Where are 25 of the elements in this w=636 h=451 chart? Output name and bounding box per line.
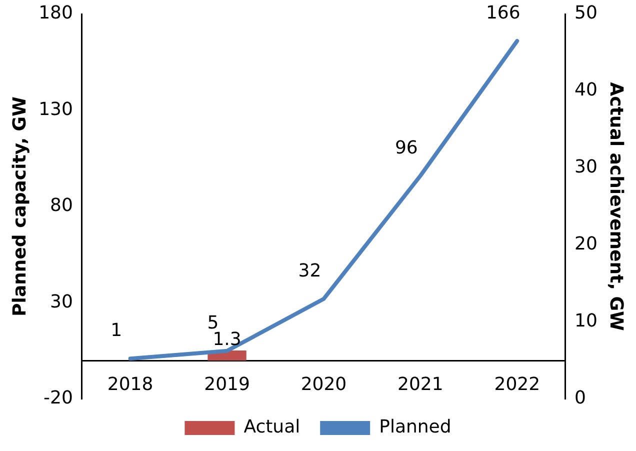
x-tick-label: 2022 xyxy=(494,374,540,395)
y-tick-label: 130 xyxy=(38,98,73,120)
x-tick-label: 2021 xyxy=(398,374,444,395)
y-tick-label: 80 xyxy=(50,195,73,216)
data-label: 1.3 xyxy=(212,329,242,350)
data-label: 1 xyxy=(110,320,122,342)
x-tick-label: 2019 xyxy=(204,374,250,395)
data-label: 32 xyxy=(298,260,322,282)
y2-tick-label: 10 xyxy=(574,310,598,332)
legend-label: Actual xyxy=(244,416,300,438)
y2-tick-label: 40 xyxy=(574,80,598,101)
x-tick-label: 2018 xyxy=(107,374,154,395)
data-label: 96 xyxy=(394,137,418,158)
y2-tick-label: 0 xyxy=(574,388,586,409)
x-tick-label: 2020 xyxy=(300,374,347,395)
y-tick-label: -20 xyxy=(44,388,73,409)
y-tick-label: 30 xyxy=(50,291,73,312)
y2-tick-label: 20 xyxy=(574,234,598,255)
y-tick-label: 180 xyxy=(38,2,73,24)
data-label: 166 xyxy=(486,2,520,24)
y2-tick-label: 50 xyxy=(574,2,598,24)
legend-label: Planned xyxy=(379,416,452,438)
y2-axis-title: Actual achievement, GW xyxy=(606,82,627,331)
y2-tick-label: 30 xyxy=(574,156,598,178)
y-axis-title: Planned capacity, GW xyxy=(9,96,30,316)
